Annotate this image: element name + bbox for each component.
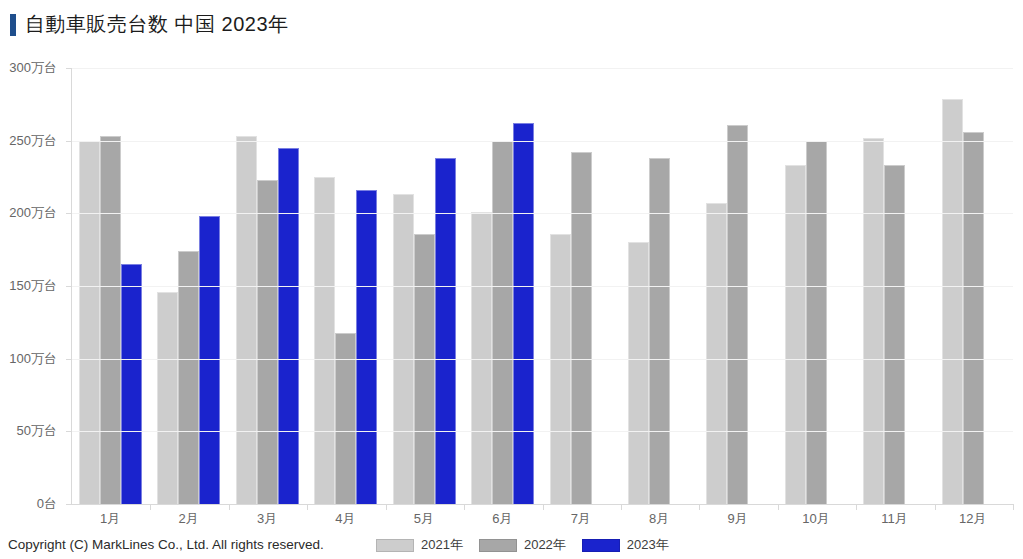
plot-area <box>71 68 1013 504</box>
bar-2021年-9月 <box>706 203 727 504</box>
y-axis-label: 0台 <box>37 495 57 513</box>
x-axis-label: 7月 <box>542 510 620 528</box>
page-title: 自動車販売台数 中国 2023年 <box>25 11 289 38</box>
legend-swatch <box>582 539 620 552</box>
bar-2022年-6月 <box>492 141 513 504</box>
bar-2022年-10月 <box>806 141 827 504</box>
y-axis-label: 300万台 <box>9 59 57 77</box>
bar-2021年-2月 <box>157 292 178 504</box>
title-accent-bar <box>10 14 16 36</box>
bar-2023年-5月 <box>435 158 456 504</box>
bar-2022年-2月 <box>178 251 199 504</box>
legend-swatch <box>376 539 414 552</box>
bar-2022年-11月 <box>884 165 905 504</box>
legend-item-2023年: 2023年 <box>582 536 669 554</box>
x-axis-label: 5月 <box>385 510 463 528</box>
x-axis-label: 10月 <box>777 510 855 528</box>
y-gridline <box>72 68 1013 69</box>
y-gridline <box>72 286 1013 287</box>
bar-2021年-1月 <box>79 141 100 504</box>
x-axis-label: 6月 <box>463 510 541 528</box>
bar-2021年-4月 <box>314 177 335 504</box>
y-axis-label: 100万台 <box>9 350 57 368</box>
bar-2023年-2月 <box>199 216 220 504</box>
legend-label: 2022年 <box>524 536 566 554</box>
legend-label: 2021年 <box>421 536 463 554</box>
y-axis-tick <box>66 504 72 505</box>
bar-2021年-11月 <box>863 138 884 504</box>
bar-2022年-5月 <box>414 234 435 504</box>
y-axis-tick <box>66 213 72 214</box>
bar-2022年-3月 <box>257 180 278 504</box>
bar-2022年-7月 <box>571 152 592 504</box>
copyright-text: Copyright (C) MarkLines Co., Ltd. All ri… <box>8 537 324 552</box>
chart-header: 自動車販売台数 中国 2023年 <box>10 11 289 38</box>
bar-2021年-10月 <box>785 165 806 504</box>
legend: 2021年 2022年 2023年 <box>376 536 669 554</box>
legend-label: 2023年 <box>627 536 669 554</box>
y-axis-tick <box>66 359 72 360</box>
page: 自動車販売台数 中国 2023年 300万台 250万台 200万台 150万台 100… <box>0 0 1023 559</box>
x-axis-label: 9月 <box>698 510 776 528</box>
y-gridline <box>72 359 1013 360</box>
legend-swatch <box>479 539 517 552</box>
x-axis-label: 2月 <box>149 510 227 528</box>
x-axis-label: 11月 <box>855 510 933 528</box>
bar-2021年-7月 <box>550 234 571 504</box>
y-axis-label: 150万台 <box>9 277 57 295</box>
bar-2023年-6月 <box>513 123 534 504</box>
bar-2023年-3月 <box>278 148 299 504</box>
bar-2022年-8月 <box>649 158 670 504</box>
y-axis-labels: 300万台250万台200万台150万台100万台50万台0台 <box>0 68 62 504</box>
x-axis-label: 4月 <box>306 510 384 528</box>
legend-item-2022年: 2022年 <box>479 536 566 554</box>
y-axis-tick <box>66 286 72 287</box>
x-axis-tick <box>1013 504 1014 510</box>
y-gridline <box>72 431 1013 432</box>
y-gridline <box>72 141 1013 142</box>
x-axis-label: 8月 <box>620 510 698 528</box>
x-axis-label: 1月 <box>71 510 149 528</box>
bar-2021年-3月 <box>236 136 257 504</box>
x-axis-label: 3月 <box>228 510 306 528</box>
bar-2022年-9月 <box>727 125 748 504</box>
x-axis-labels: 1月2月3月4月5月6月7月8月9月10月11月12月 <box>71 510 1012 528</box>
y-gridline <box>72 213 1013 214</box>
y-axis-tick <box>66 68 72 69</box>
bar-2021年-8月 <box>628 242 649 504</box>
x-axis-label: 12月 <box>934 510 1012 528</box>
y-axis-label: 50万台 <box>17 422 57 440</box>
bar-2021年-5月 <box>393 194 414 504</box>
bar-2021年-12月 <box>942 99 963 504</box>
bar-2023年-4月 <box>356 190 377 504</box>
bar-2022年-12月 <box>963 132 984 504</box>
y-axis-tick <box>66 431 72 432</box>
y-axis-label: 200万台 <box>9 204 57 222</box>
legend-item-2021年: 2021年 <box>376 536 463 554</box>
y-axis-tick <box>66 141 72 142</box>
bar-2023年-1月 <box>121 264 142 504</box>
bar-2022年-1月 <box>100 136 121 504</box>
y-axis-label: 250万台 <box>9 132 57 150</box>
